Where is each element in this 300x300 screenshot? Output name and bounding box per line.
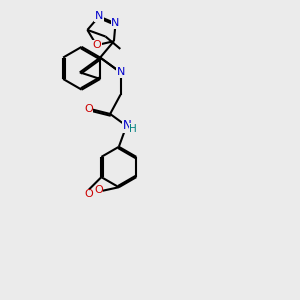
- Text: O: O: [92, 40, 101, 50]
- Text: N: N: [95, 11, 103, 21]
- Text: H: H: [129, 124, 137, 134]
- Text: N: N: [111, 18, 120, 28]
- Text: O: O: [84, 189, 93, 199]
- Text: O: O: [94, 185, 103, 196]
- Text: O: O: [84, 104, 93, 114]
- Text: N: N: [122, 119, 131, 132]
- Text: N: N: [117, 68, 125, 77]
